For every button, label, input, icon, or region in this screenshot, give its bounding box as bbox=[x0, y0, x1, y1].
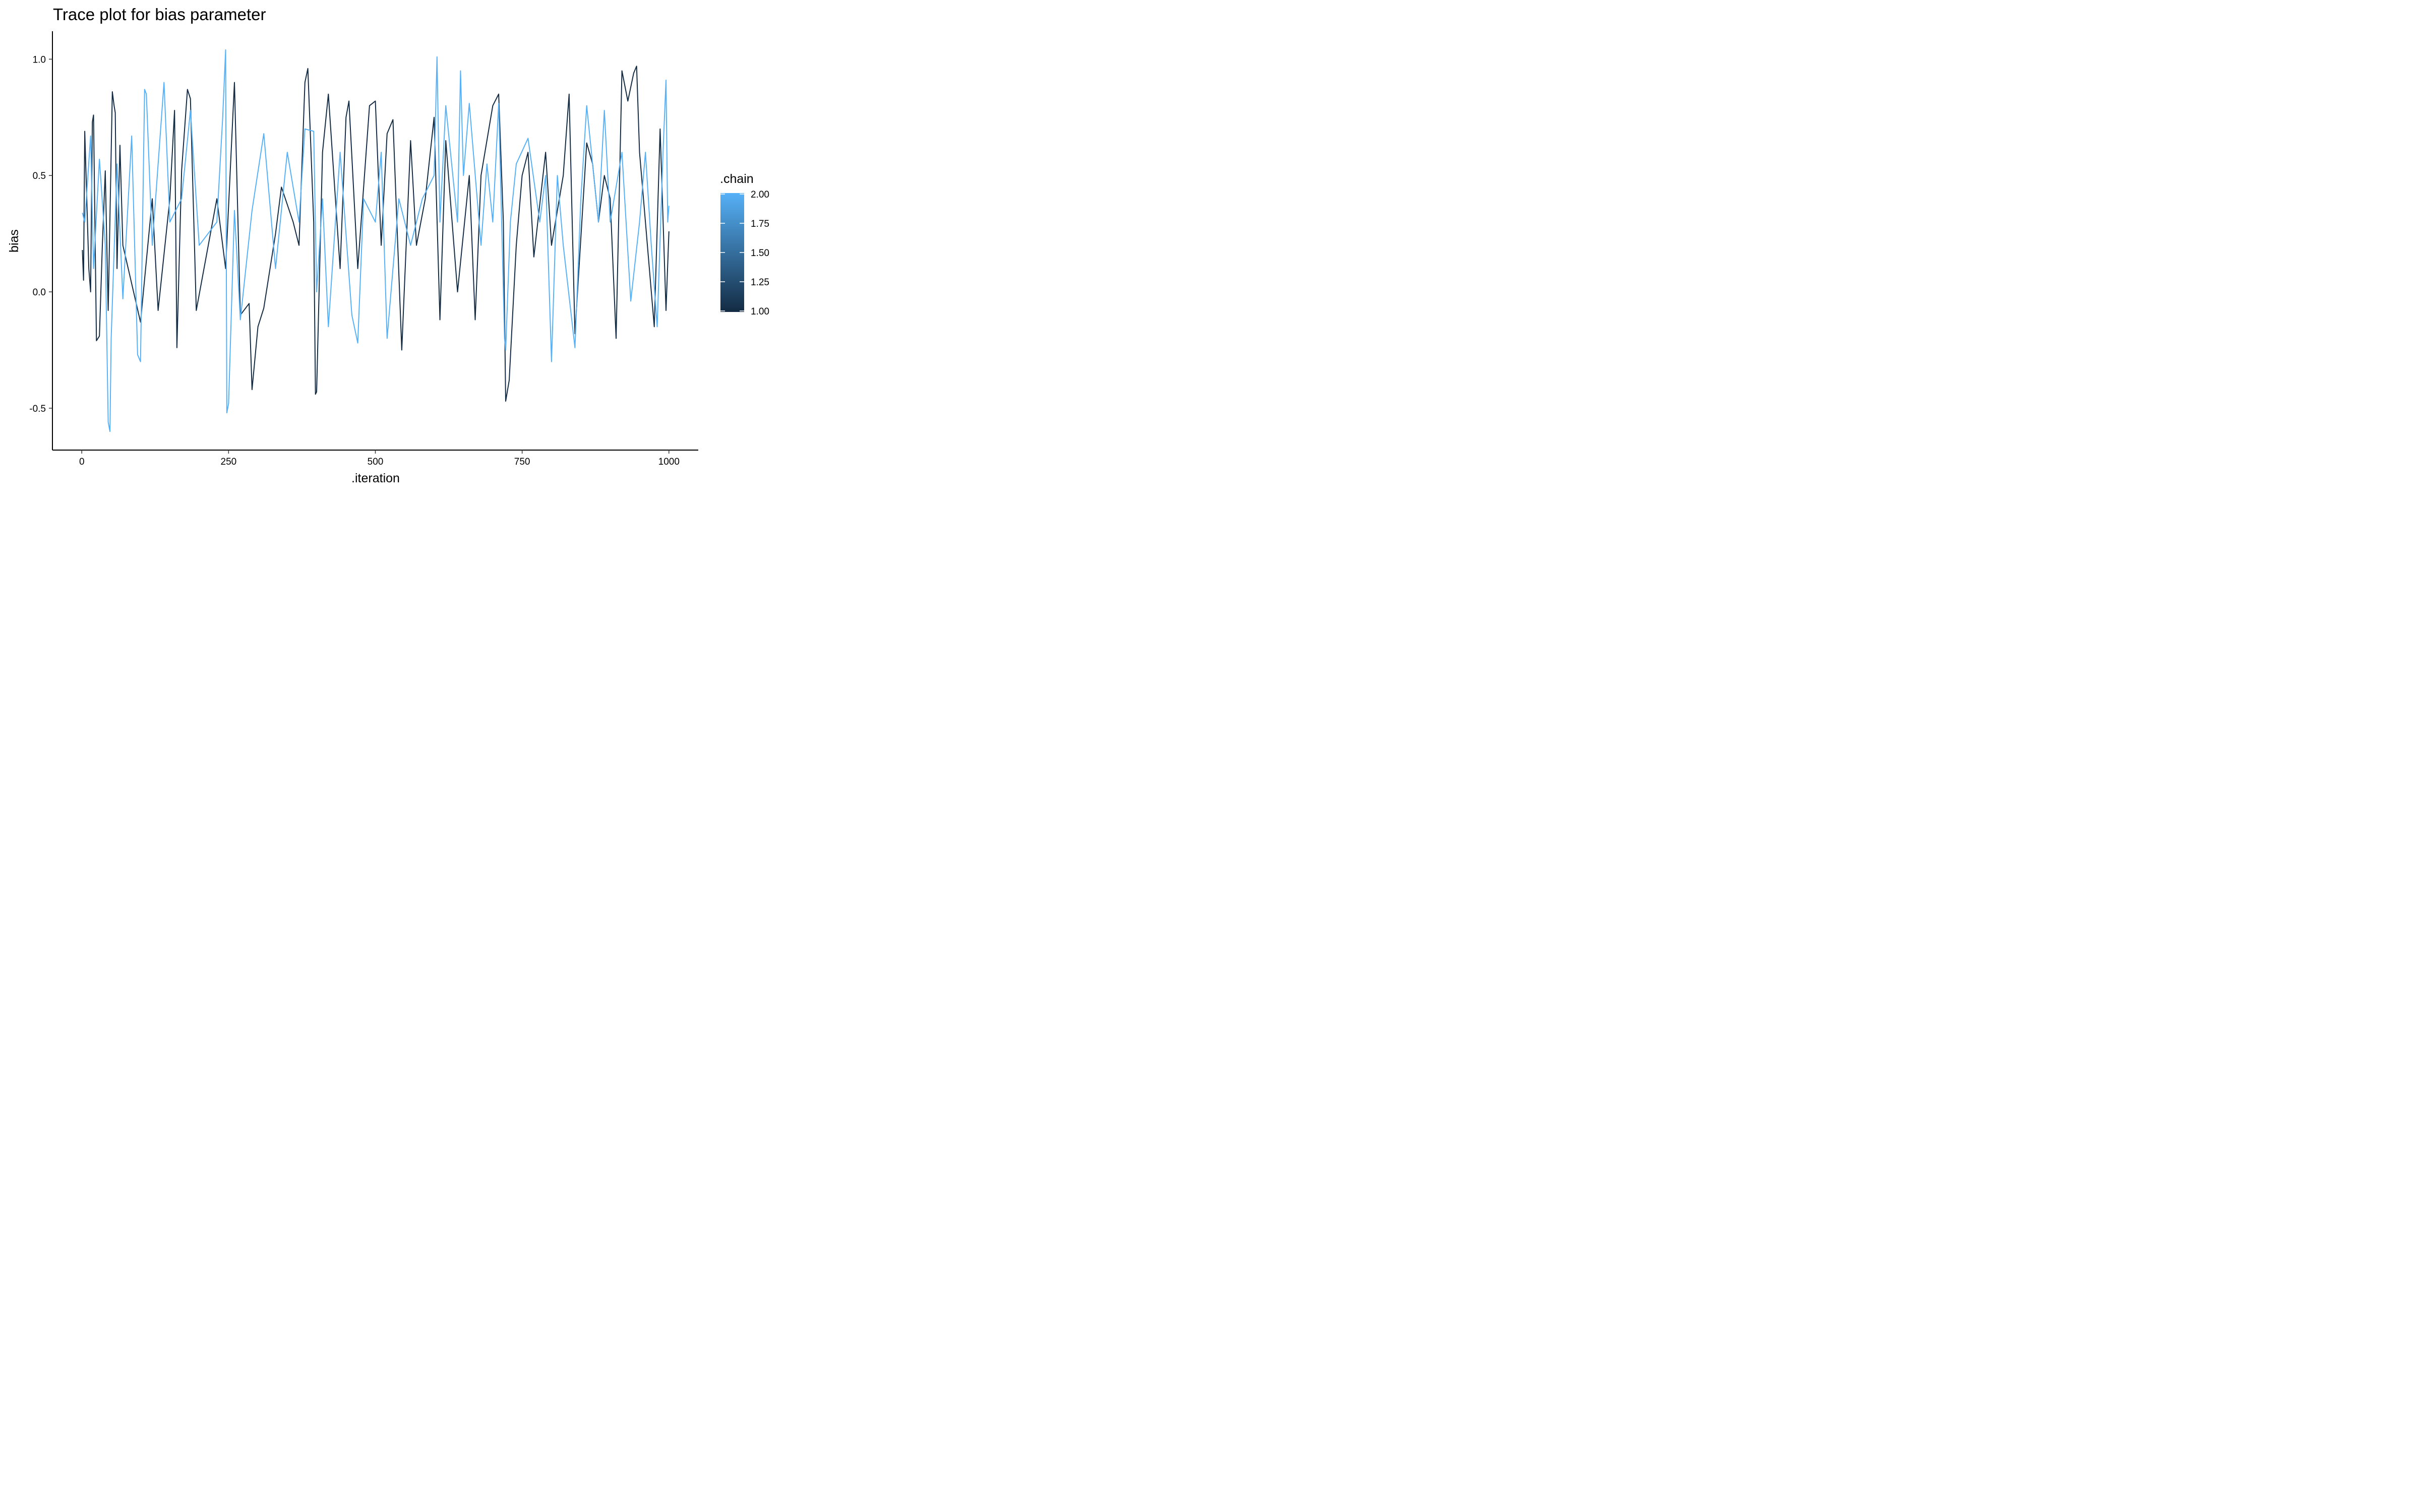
y-ticks: -0.5 0.0 0.5 1.0 bbox=[29, 54, 52, 414]
x-tick-label: 250 bbox=[221, 457, 237, 467]
series-line-chain-2 bbox=[82, 49, 670, 432]
legend-tick-label: 2.00 bbox=[751, 190, 769, 200]
y-tick-label: 1.0 bbox=[33, 54, 46, 65]
chart-title: Trace plot for bias parameter bbox=[53, 5, 266, 24]
x-ticks: 0 250 500 750 1000 bbox=[79, 450, 680, 467]
legend-title: .chain bbox=[720, 172, 754, 186]
y-tick-label: 0.5 bbox=[33, 171, 46, 181]
y-tick-label: -0.5 bbox=[29, 404, 46, 414]
legend-tick-label: 1.50 bbox=[751, 248, 769, 259]
x-axis-title: .iteration bbox=[351, 471, 400, 485]
legend-tick-label: 1.75 bbox=[751, 219, 769, 229]
legend: .chain 1.00 1.25 1.50 1.75 2.00 bbox=[720, 172, 769, 317]
legend-ticks: 1.00 1.25 1.50 1.75 2.00 bbox=[720, 190, 769, 317]
trace-plot: Trace plot for bias parameter 0 250 500 750… bbox=[7, 5, 769, 485]
legend-tick-label: 1.00 bbox=[751, 306, 769, 317]
x-tick-label: 0 bbox=[79, 457, 85, 467]
series-line-chain-1 bbox=[82, 66, 670, 402]
x-tick-label: 1000 bbox=[658, 457, 680, 467]
series-layer bbox=[82, 49, 670, 432]
y-axis-title: bias bbox=[7, 229, 21, 253]
legend-tick-label: 1.25 bbox=[751, 277, 769, 288]
x-tick-label: 750 bbox=[514, 457, 530, 467]
x-tick-label: 500 bbox=[368, 457, 384, 467]
y-tick-label: 0.0 bbox=[33, 287, 46, 298]
